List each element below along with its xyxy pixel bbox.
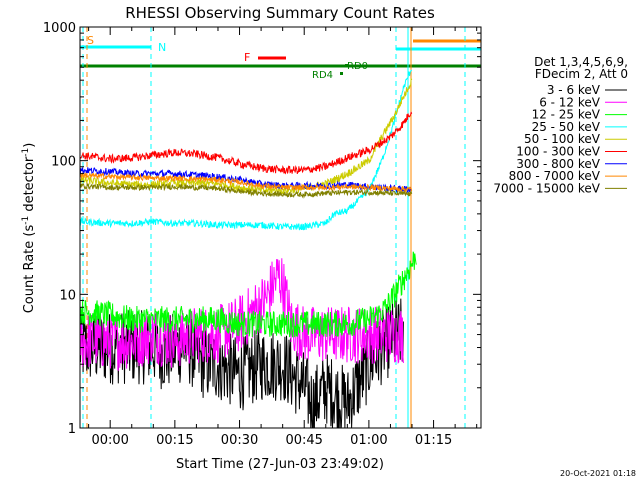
y-tick-label: 100: [51, 155, 76, 170]
legend-header-line-2: FDecim 2, Att 0: [535, 67, 628, 81]
y-tick-label: 10: [59, 288, 76, 303]
legend: Det 1,3,4,5,6,9, FDecim 2, Att 0 3 - 6 k…: [493, 55, 628, 195]
annotation-s: S: [87, 34, 94, 47]
y-axis-label-mid: detector: [22, 156, 37, 216]
series-line-9: [79, 182, 413, 199]
y-tick-label: 1000: [43, 21, 76, 36]
series-line-5: [79, 78, 413, 195]
y-axis-label-sup1: -1: [21, 216, 31, 225]
axis-ticks: 1 10 100 1000 00:00 00:15 00:30 00:45 01:00 01:15: [43, 21, 481, 448]
y-tick-label: 1: [68, 422, 76, 437]
x-tick-label: 00:30: [221, 433, 258, 448]
legend-entry-label: 12 - 25 keV: [532, 108, 601, 122]
legend-entry-label: 7000 - 15000 keV: [493, 181, 600, 195]
series-line-3: [79, 251, 417, 338]
rd0-marker: [345, 64, 348, 67]
annotation-f: F: [244, 51, 250, 64]
plot-frame: [79, 26, 482, 429]
series-line-4: [79, 69, 413, 231]
x-tick-label: 00:15: [156, 433, 193, 448]
y-axis-label-sup2: -1: [21, 148, 31, 157]
series-line-6: [79, 111, 413, 175]
chart-title: RHESSI Observing Summary Count Rates: [125, 4, 435, 22]
legend-entry-label: 800 - 7000 keV: [509, 169, 601, 183]
legend-entry-label: 300 - 800 keV: [516, 157, 600, 171]
y-axis-label-end: ): [22, 143, 37, 148]
y-axis-label-main: Count Rate (s: [22, 225, 37, 314]
legend-entry-label: 3 - 6 keV: [547, 83, 601, 97]
series-line-1: [79, 298, 404, 429]
legend-entry-label: 6 - 12 keV: [539, 95, 601, 109]
x-tick-label: 00:00: [91, 433, 128, 448]
render-timestamp: 20-Oct-2021 01:18: [560, 469, 636, 478]
x-tick-label: 01:15: [415, 433, 452, 448]
y-axis-label: Count Rate (s-1 detector-1): [21, 143, 37, 314]
legend-header-line-1: Det 1,3,4,5,6,9,: [534, 55, 628, 69]
x-tick-label: 00:45: [285, 433, 322, 448]
legend-entry-label: 50 - 100 keV: [524, 132, 601, 146]
series-group: [79, 69, 417, 429]
legend-entry-label: 25 - 50 keV: [532, 120, 601, 134]
series-line-2: [79, 258, 404, 372]
x-axis-label: Start Time (27-Jun-03 23:49:02): [176, 457, 384, 472]
annotation-rd4: RD4: [312, 70, 333, 81]
series-line-8: [79, 171, 413, 194]
rd4-marker: [340, 72, 343, 75]
annotation-rd0: RD0: [347, 61, 368, 72]
legend-entry-label: 100 - 300 keV: [516, 145, 600, 159]
x-tick-label: 01:00: [350, 433, 387, 448]
plot-area-border: [79, 26, 482, 429]
annotation-n: N: [158, 41, 166, 54]
